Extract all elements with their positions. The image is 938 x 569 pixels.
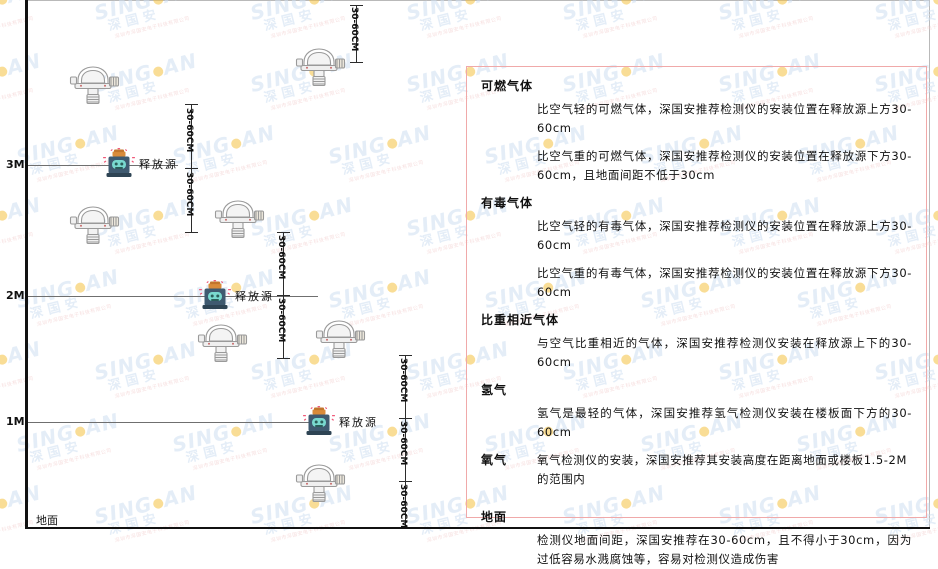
gas-detector-icon bbox=[68, 204, 120, 252]
guideline-heading: 地面 bbox=[481, 510, 508, 524]
release-source-icon bbox=[102, 148, 136, 184]
release-source-icon bbox=[198, 280, 232, 316]
dimension-tick bbox=[399, 355, 412, 356]
level-label-2m: 2M bbox=[6, 289, 25, 302]
release-source-label: 释放源 bbox=[235, 290, 274, 303]
dimension-label: 30-60CM bbox=[349, 7, 359, 52]
guideline-section: 氧气 氧气检测仪的安装，深国安推荐其安装高度在距离地面或楼板1.5-2M的范围内 bbox=[481, 451, 912, 489]
level-line-2m bbox=[28, 296, 318, 297]
gas-detector-icon bbox=[68, 64, 120, 112]
gas-detector-icon bbox=[294, 462, 346, 510]
guideline-paragraph: 氧气检测仪的安装，深国安推荐其安装高度在距离地面或楼板1.5-2M的范围内 bbox=[537, 453, 907, 486]
dimension-tick bbox=[350, 62, 363, 63]
level-line-3m bbox=[28, 165, 178, 166]
gas-detector-icon bbox=[196, 322, 248, 370]
dimension-label: 30-60CM bbox=[398, 358, 408, 403]
release-source-label: 释放源 bbox=[139, 158, 178, 171]
dimension-tick bbox=[277, 232, 290, 233]
dimension-tick bbox=[185, 104, 198, 105]
dimension-line bbox=[356, 5, 357, 63]
dimension-label: 30-60CM bbox=[276, 235, 286, 280]
level-line-1m bbox=[28, 422, 318, 423]
guidelines-panel: 可燃气体 比空气轻的可燃气体，深国安推荐检测仪的安装位置在释放源上方30-60cm… bbox=[466, 66, 927, 566]
guideline-heading: 氢气 bbox=[481, 383, 508, 397]
guideline-heading: 比重相近气体 bbox=[481, 313, 560, 327]
gas-detector-icon bbox=[213, 198, 265, 246]
horizontal-ground-axis bbox=[25, 527, 930, 529]
guideline-paragraph: 比空气重的可燃气体，深国安推荐检测仪的安装位置在释放源下方30-60cm，且地面… bbox=[537, 149, 912, 182]
guideline-heading: 有毒气体 bbox=[481, 196, 534, 210]
frame-top-border bbox=[25, 0, 930, 1]
dimension-label: 30-60CM bbox=[398, 484, 408, 529]
release-source-label: 释放源 bbox=[339, 416, 378, 429]
dimension-tick bbox=[185, 232, 198, 233]
dimension-line bbox=[405, 418, 406, 482]
frame-right-border bbox=[929, 0, 930, 528]
dimension-line bbox=[191, 168, 192, 233]
dimension-label: 30-60CM bbox=[276, 298, 286, 343]
spacer bbox=[481, 498, 912, 508]
guideline-paragraph: 比空气轻的有毒气体，深国安推荐检测仪的安装位置在释放源上方30-60cm bbox=[537, 219, 912, 252]
guideline-paragraph: 与空气比重相近的气体，深国安推荐检测仪安装在释放源上下的30-60cm bbox=[537, 336, 912, 369]
guidelines-panel-body: 可燃气体 比空气轻的可燃气体，深国安推荐检测仪的安装位置在释放源上方30-60cm… bbox=[467, 67, 926, 569]
release-source-icon bbox=[302, 406, 336, 442]
dimension-line bbox=[405, 355, 406, 419]
dimension-line bbox=[283, 232, 284, 296]
dimension-label: 30-60CM bbox=[398, 421, 408, 466]
guideline-paragraph: 比空气重的有毒气体，深国安推荐检测仪的安装位置在释放源下方30-60cm bbox=[537, 266, 912, 299]
guideline-paragraph: 比空气轻的可燃气体，深国安推荐检测仪的安装位置在释放源上方30-60cm bbox=[537, 102, 912, 135]
guideline-heading: 氧气 bbox=[481, 453, 508, 467]
guideline-heading: 可燃气体 bbox=[481, 79, 534, 93]
guideline-paragraph: 检测仪地面间距，深国安推荐在30-60cm，且不得小于30cm，因为过低容易水溅… bbox=[537, 533, 912, 566]
gas-detector-icon bbox=[314, 318, 366, 366]
dimension-tick bbox=[399, 481, 412, 482]
guideline-paragraph: 氢气是最轻的气体，深国安推荐氢气检测仪安装在楼板面下方的30-60cm bbox=[537, 406, 912, 439]
dimension-label: 30-60CM bbox=[184, 108, 194, 153]
ground-label: 地面 bbox=[36, 514, 58, 527]
level-label-3m: 3M bbox=[6, 158, 25, 171]
gas-detector-icon bbox=[294, 46, 346, 94]
level-label-1m: 1M bbox=[6, 415, 25, 428]
dimension-line bbox=[283, 295, 284, 359]
dimension-tick bbox=[350, 5, 363, 6]
dimension-line bbox=[405, 481, 406, 527]
dimension-tick bbox=[277, 358, 290, 359]
vertical-axis bbox=[25, 0, 28, 529]
dimension-label: 30-60CM bbox=[184, 172, 194, 217]
dimension-line bbox=[191, 104, 192, 169]
